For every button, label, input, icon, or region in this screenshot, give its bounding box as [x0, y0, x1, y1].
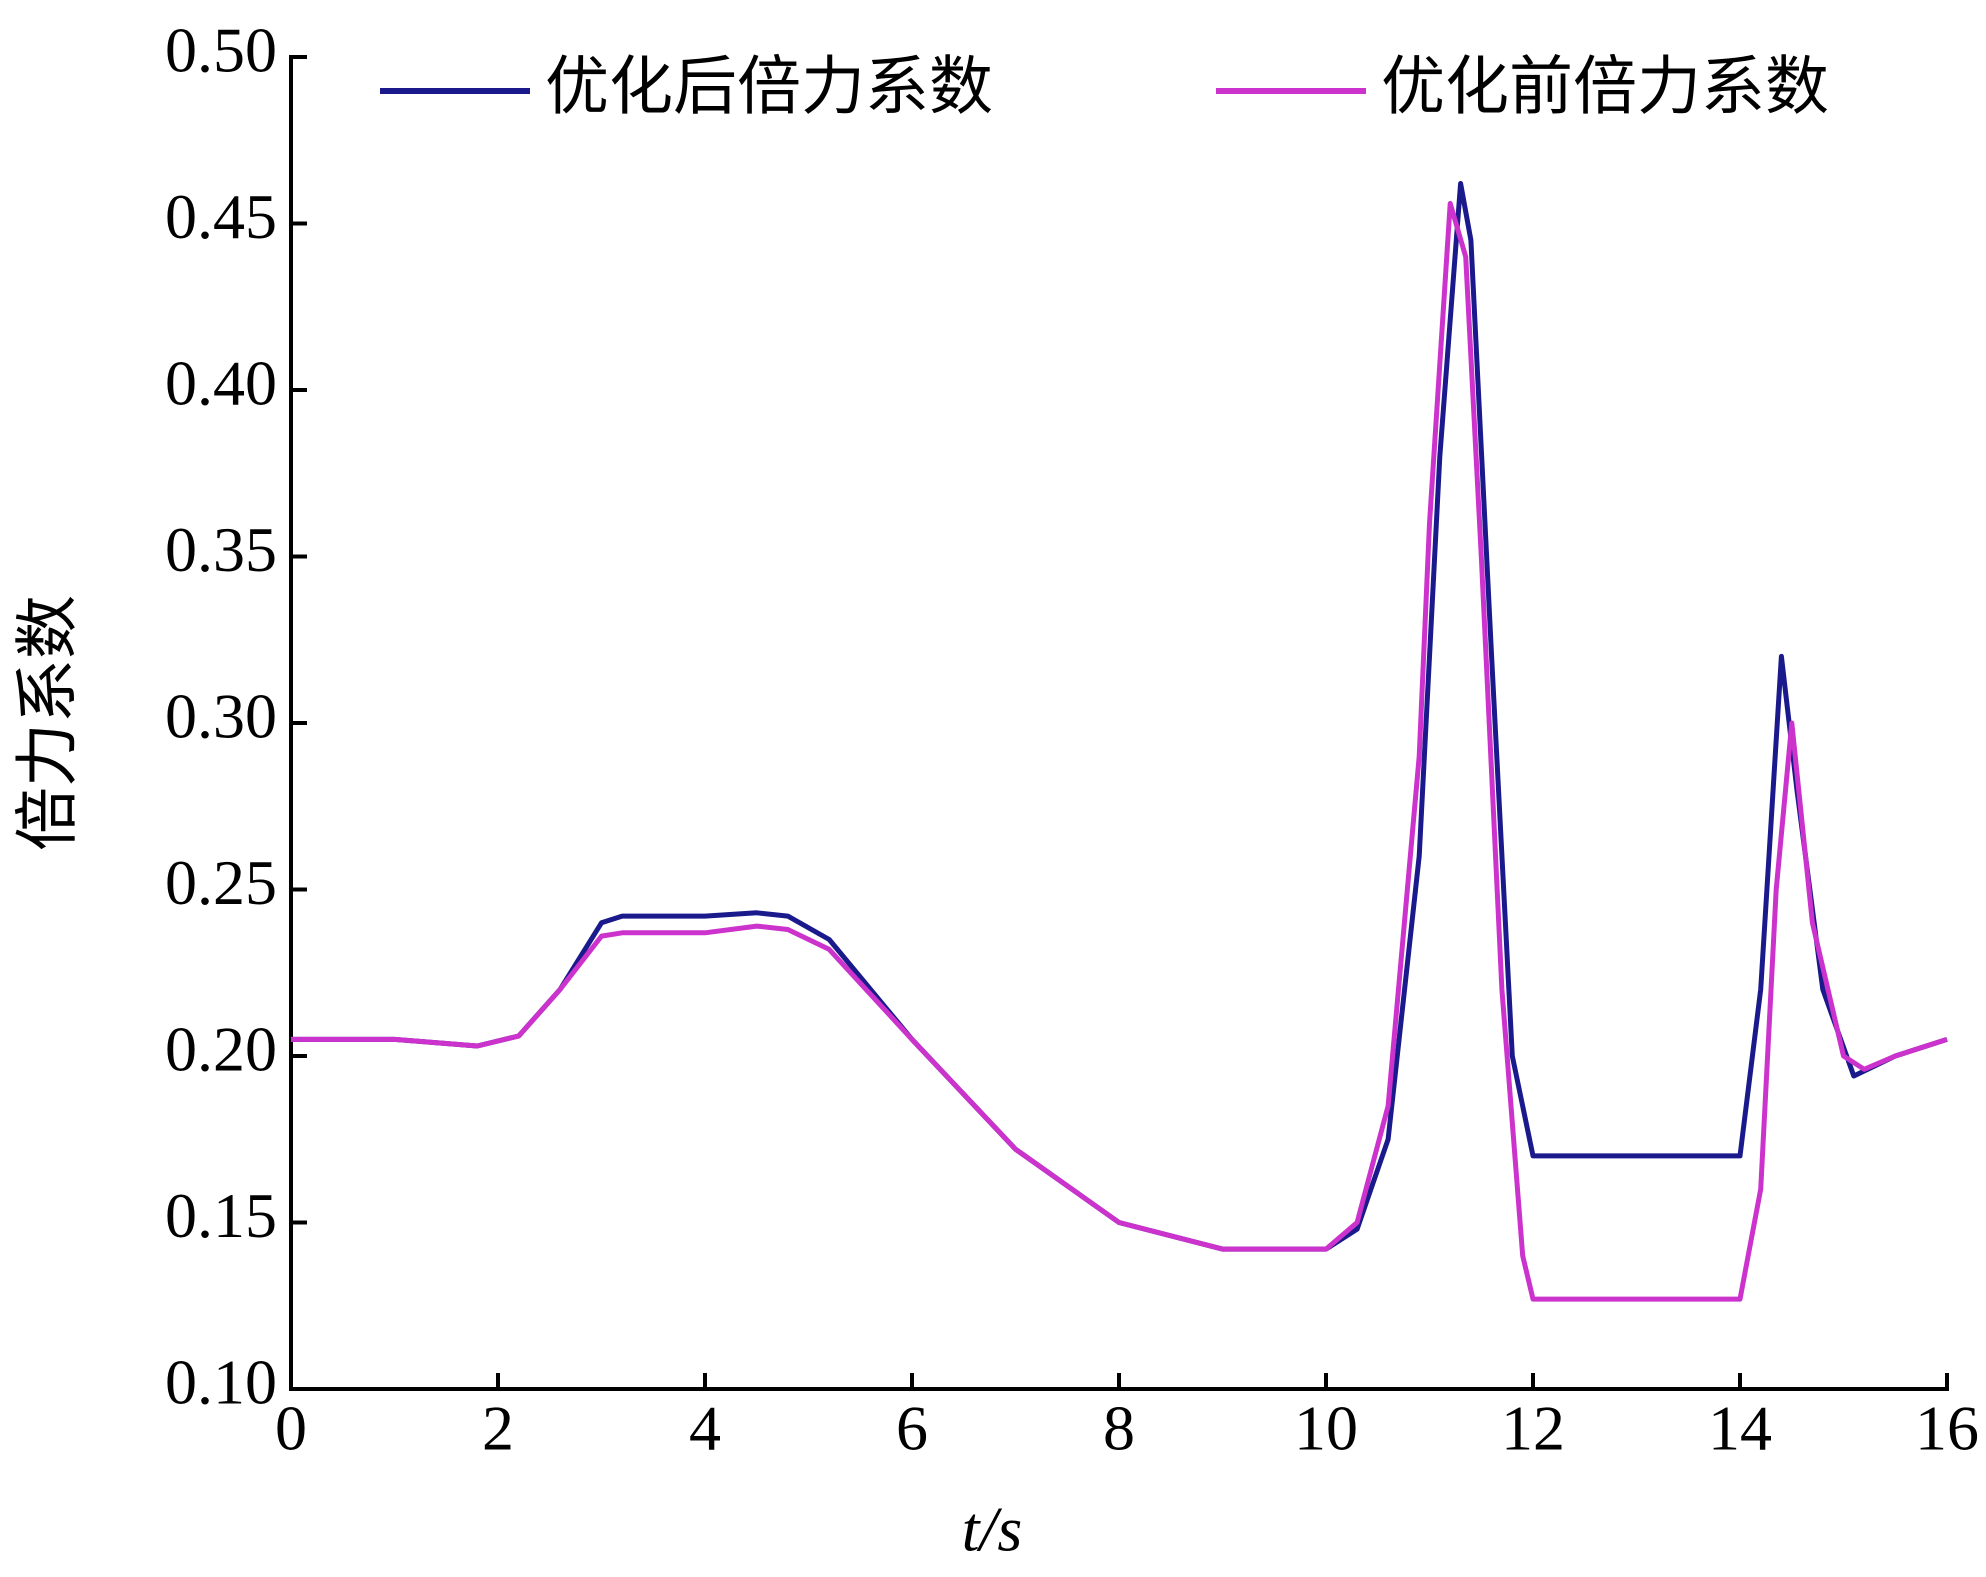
x-tick-label: 10	[1294, 1393, 1358, 1464]
y-tick-label: 0.20	[165, 1014, 277, 1085]
x-tick-label: 14	[1708, 1393, 1772, 1464]
y-tick-label: 0.10	[165, 1347, 277, 1418]
x-tick-label: 2	[482, 1393, 514, 1464]
legend-label: 优化后倍力系数	[545, 51, 993, 125]
y-tick-label: 0.50	[165, 15, 277, 86]
y-tick-label: 0.30	[165, 681, 277, 752]
x-tick-label: 0	[275, 1393, 307, 1464]
y-tick-label: 0.35	[165, 514, 277, 585]
y-tick-label: 0.45	[165, 181, 277, 252]
x-tick-label: 4	[689, 1393, 721, 1464]
x-tick-label: 12	[1501, 1393, 1565, 1464]
y-tick-label: 0.40	[165, 348, 277, 419]
x-tick-label: 6	[896, 1393, 928, 1464]
legend-label: 优化前倍力系数	[1381, 51, 1829, 125]
y-tick-label: 0.25	[165, 847, 277, 918]
data-line	[291, 201, 1948, 1302]
y-tick-label: 0.15	[165, 1180, 277, 1251]
y-axis-label: 倍力系数	[12, 595, 86, 851]
x-tick-label: 8	[1103, 1393, 1135, 1464]
x-tick-label: 16	[1915, 1393, 1979, 1464]
x-axis-label: t/s	[962, 1494, 1022, 1565]
data-line	[291, 181, 1948, 1252]
